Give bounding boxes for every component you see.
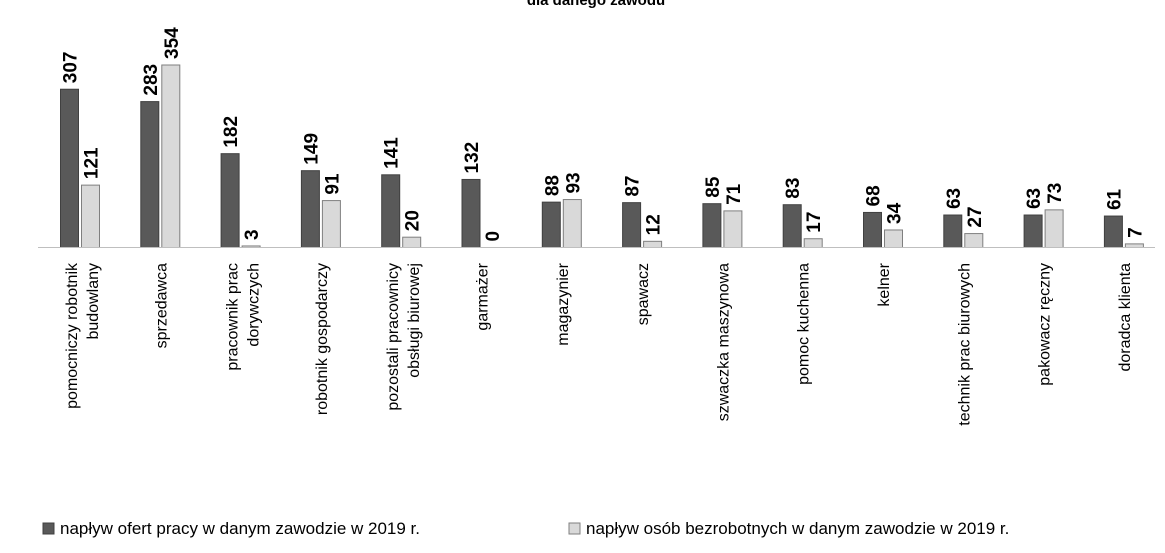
data-label: 63 [1024, 188, 1045, 209]
data-label: 121 [82, 147, 103, 179]
bars-layer [60, 64, 1144, 249]
bar-offers [140, 101, 160, 248]
bar-offers [461, 178, 481, 249]
category-label: pomocniczy robotnik budowlany [64, 262, 102, 409]
category-label: technik prac biurowych [956, 263, 973, 426]
category-label: szwaczka maszynowa [715, 263, 732, 421]
legend-swatch [42, 522, 55, 535]
data-label: 12 [644, 214, 665, 235]
bar-offers [782, 204, 802, 248]
data-label: 61 [1104, 188, 1125, 210]
bar-unemployed [1124, 243, 1144, 248]
category-label: kelner [876, 262, 893, 306]
category-labels-layer: pomocniczy robotnik budowlany sprzedawca pr… [64, 262, 1134, 426]
category-label: garmażer [475, 262, 492, 330]
bar-unemployed [321, 200, 341, 248]
data-label: 20 [403, 210, 424, 231]
data-label: 7 [1125, 227, 1146, 238]
data-label: 91 [322, 173, 343, 195]
bar-unemployed [402, 236, 422, 249]
category-label: robotnik gospodarczy [314, 263, 331, 415]
bar-offers [863, 211, 882, 248]
bar-unemployed [884, 229, 903, 249]
category-label: pakowacz ręczny [1037, 263, 1054, 386]
data-label: 87 [623, 176, 644, 197]
data-label: 283 [141, 64, 162, 96]
bar-unemployed [723, 210, 743, 249]
bar-offers [300, 170, 320, 248]
data-label: 34 [885, 202, 906, 224]
chart-title: dla danego zawodu [527, 0, 665, 9]
data-label: 307 [61, 52, 82, 84]
data-label: 0 [483, 231, 504, 242]
category-label: pomoc kuchenna [796, 263, 813, 385]
data-label: 93 [563, 172, 584, 193]
bar-unemployed [803, 238, 823, 248]
data-label: 63 [944, 188, 965, 209]
bar-unemployed [1044, 209, 1064, 248]
data-label: 71 [724, 183, 745, 205]
data-label: 149 [301, 133, 322, 165]
legend-label: napływ osób bezrobotnych w danym zawodzi… [586, 519, 1009, 538]
data-label: 85 [703, 176, 724, 198]
data-label: 17 [804, 212, 825, 233]
data-label: 83 [783, 178, 804, 199]
bar-offers [702, 203, 722, 249]
bar-offers [1103, 215, 1123, 249]
bar-unemployed [643, 240, 663, 248]
bar-offers [220, 153, 240, 248]
category-label: magazynier [555, 262, 572, 345]
data-label: 68 [864, 185, 885, 206]
data-label: 132 [462, 142, 483, 174]
data-label: 88 [542, 175, 563, 196]
category-label: pracownik prac dorywczych [225, 263, 263, 371]
data-label: 182 [221, 116, 242, 148]
category-label: spawacz [635, 263, 652, 325]
bar-unemployed [562, 199, 582, 248]
legend-swatch [568, 522, 581, 535]
data-label: 354 [162, 27, 183, 59]
bar-unemployed [964, 233, 984, 248]
bar-offers [943, 214, 963, 248]
bar-offers [622, 202, 642, 248]
data-label: 73 [1045, 183, 1066, 204]
data-label: 141 [382, 137, 403, 169]
bar-unemployed [81, 184, 100, 248]
data-label: 3 [242, 229, 263, 240]
category-label: sprzedawca [153, 263, 170, 348]
legend: napływ ofert pracy w danym zawodzie w 20… [42, 519, 1009, 538]
category-label: doradca klienta [1117, 263, 1134, 372]
legend-label: napływ ofert pracy w danym zawodzie w 20… [60, 519, 420, 538]
bar-unemployed [161, 64, 181, 248]
bar-offers [1023, 214, 1043, 248]
bar-offers [541, 201, 561, 248]
bar-offers [60, 88, 79, 248]
data-label: 27 [965, 206, 986, 227]
bar-offers [381, 174, 401, 249]
category-label: pozostali pracownicy obsługi biurowej [385, 263, 423, 411]
